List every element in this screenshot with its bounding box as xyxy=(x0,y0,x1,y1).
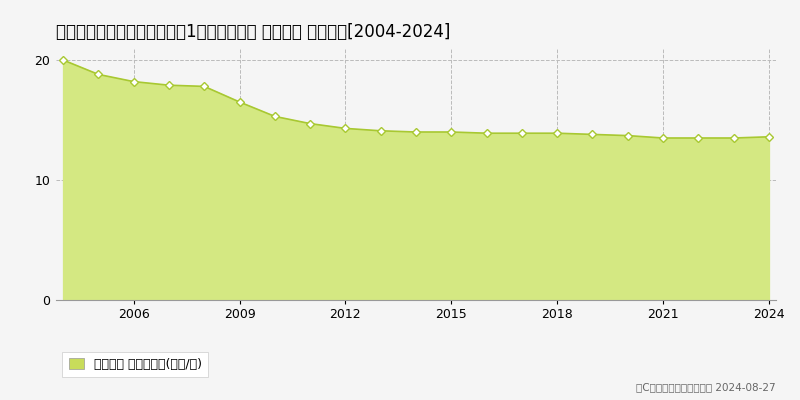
Legend: 地価公示 平均嵪単価(万円/嵪): 地価公示 平均嵪単価(万円/嵪) xyxy=(62,352,208,377)
Text: （C）土地価格ドットコム 2024-08-27: （C）土地価格ドットコム 2024-08-27 xyxy=(636,382,776,392)
Text: 埼玉県さいたま市見沼区染豆1丁目２５０番 地価公示 地価推移[2004-2024]: 埼玉県さいたま市見沼区染豆1丁目２５０番 地価公示 地価推移[2004-2024… xyxy=(56,23,450,41)
